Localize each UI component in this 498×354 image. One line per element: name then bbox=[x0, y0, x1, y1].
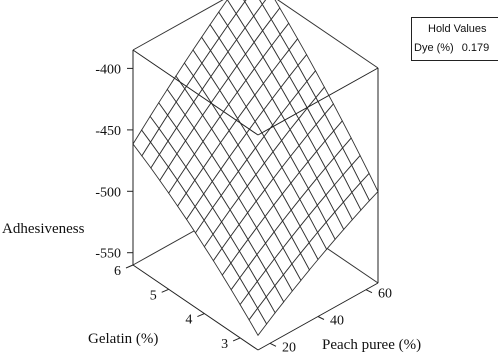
x-tick-mark bbox=[269, 342, 277, 347]
z-tick-label: -550 bbox=[95, 247, 121, 262]
z-tick-label: -400 bbox=[95, 62, 121, 77]
surface-mesh-cell bbox=[248, 307, 268, 337]
x-axis-label: Peach puree (%) bbox=[322, 337, 421, 353]
hold-values-title: Hold Values bbox=[428, 23, 487, 35]
hold-values-row: Dye (%) 0.179 bbox=[414, 42, 489, 54]
response-surface bbox=[132, 0, 379, 337]
box-back-top-edge bbox=[277, 0, 379, 69]
axis-ticks: 20 40 60 3 4 5 6 -400 -450 -500 -550 bbox=[95, 62, 392, 354]
y-tick-label: 5 bbox=[150, 288, 157, 303]
z-tick-label: -500 bbox=[95, 185, 121, 200]
y-tick-mark bbox=[197, 313, 205, 318]
y-axis-label: Gelatin (%) bbox=[88, 331, 158, 347]
box-front-top-edge bbox=[132, 49, 259, 136]
hold-variable-value: 0.179 bbox=[461, 42, 490, 54]
x-tick-mark bbox=[317, 316, 325, 320]
z-tick-label: -450 bbox=[95, 124, 121, 139]
x-tick-label: 40 bbox=[330, 314, 344, 329]
y-tick-mark bbox=[125, 264, 134, 269]
box-front-top-edge bbox=[257, 67, 379, 136]
x-tick-mark bbox=[365, 289, 373, 294]
z-axis-label: Adhesiveness bbox=[2, 221, 85, 237]
y-tick-label: 6 bbox=[114, 264, 121, 279]
box-back-top-edge bbox=[132, 0, 224, 51]
hold-variable-label: Dye (%) bbox=[414, 42, 454, 54]
x-tick-label: 20 bbox=[282, 340, 296, 354]
box-front-floor-edge bbox=[132, 264, 259, 351]
y-tick-label: 3 bbox=[221, 337, 228, 352]
y-tick-mark bbox=[232, 337, 241, 342]
y-tick-mark bbox=[161, 288, 169, 293]
surface-mesh-cell bbox=[259, 0, 267, 6]
hold-values-box: Hold Values Dye (%) 0.179 bbox=[411, 17, 498, 61]
x-tick-label: 60 bbox=[378, 287, 392, 302]
y-tick-label: 4 bbox=[185, 313, 192, 328]
